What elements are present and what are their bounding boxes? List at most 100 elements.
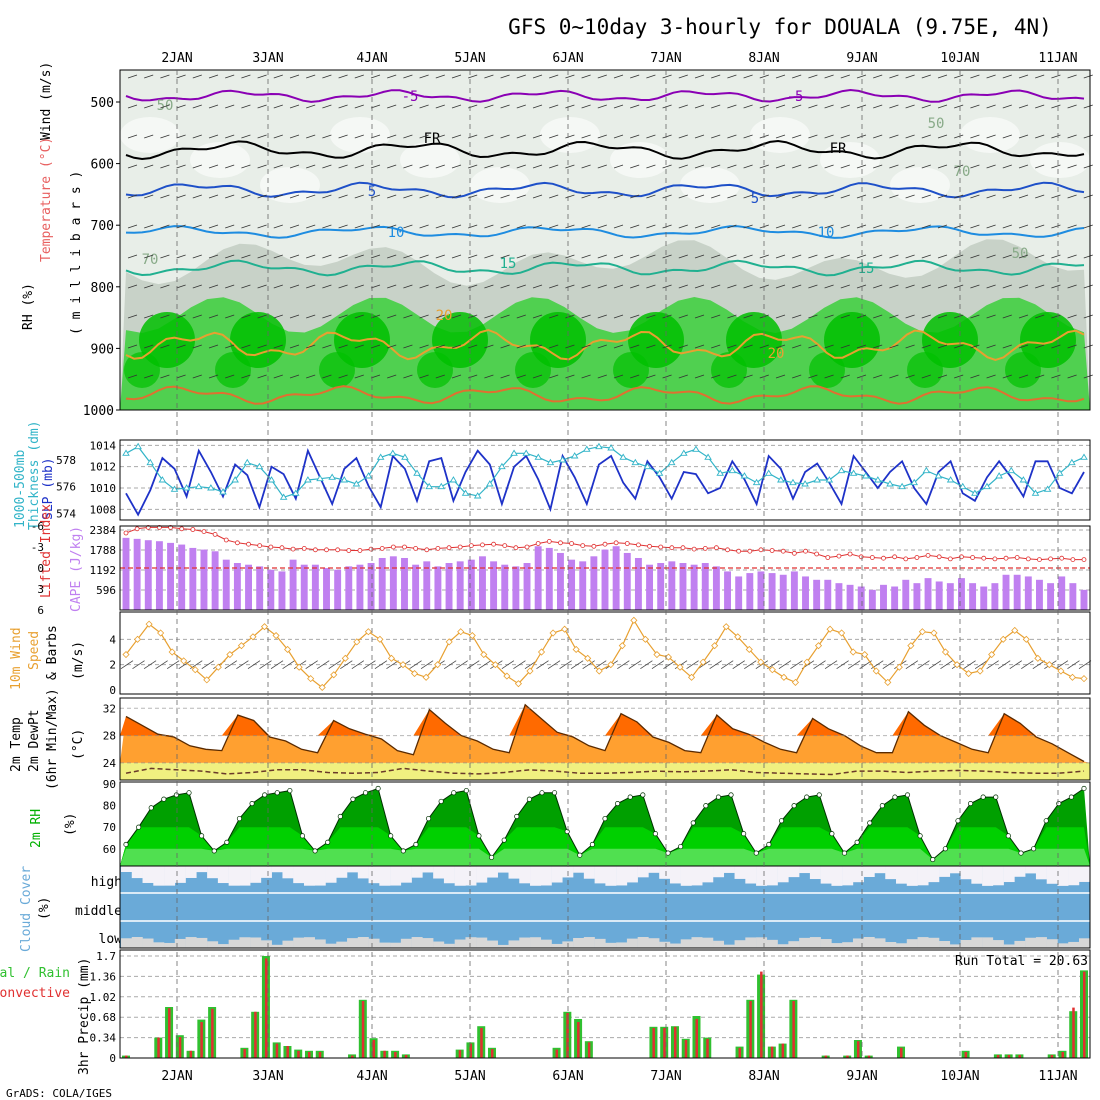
wind-barb	[1018, 314, 1029, 319]
wind-barb	[338, 164, 348, 169]
thickness-marker	[1068, 458, 1076, 466]
wind-barb	[484, 284, 494, 289]
cloud-low-cell	[777, 944, 789, 948]
rh2m-marker	[627, 794, 633, 800]
cloud-low-cell	[573, 937, 585, 948]
contour-label: 50	[157, 98, 174, 114]
thickness-marker	[764, 469, 773, 476]
li-marker	[981, 555, 987, 561]
rh2m-marker	[640, 792, 646, 798]
wind-barb	[549, 374, 559, 379]
wind-barb	[905, 660, 919, 669]
wind-barb	[694, 104, 705, 109]
cloud-high-cell	[960, 866, 972, 880]
wind-barb	[808, 254, 818, 259]
li-marker	[903, 556, 909, 562]
li-marker	[379, 546, 385, 551]
li-marker	[1025, 556, 1031, 562]
wind-barb	[808, 374, 818, 379]
thickness-marker	[716, 469, 724, 476]
cape-bar	[222, 559, 230, 610]
cloud-low-cell	[842, 942, 854, 948]
precip-conv-bar	[652, 1028, 655, 1058]
upper-ytick-label: 800	[91, 281, 114, 296]
wind-speed-marker	[503, 672, 511, 680]
li-marker	[390, 544, 396, 550]
wind-barb	[840, 344, 850, 349]
thickness-marker	[777, 476, 785, 483]
wind-barb	[192, 344, 202, 349]
wind-barb	[468, 74, 478, 79]
wind-barb	[678, 344, 688, 349]
li-marker	[535, 541, 541, 546]
li-marker	[569, 541, 574, 546]
li-marker	[301, 546, 307, 551]
wind-barb	[813, 660, 826, 669]
cape-bar	[913, 583, 921, 610]
wind-barb	[451, 284, 462, 289]
wind-barb	[467, 660, 480, 669]
rh2m-marker	[715, 794, 721, 800]
day-label-bottom: 3JAN	[252, 1069, 283, 1084]
precip-conv-bar	[351, 1055, 354, 1058]
thickness-marker	[267, 476, 276, 483]
thickness-marker	[534, 453, 543, 460]
wind-barb	[241, 314, 251, 319]
cape-bar	[824, 579, 832, 610]
wind-tick-label: 0	[109, 684, 116, 697]
thickness-marker	[837, 466, 846, 474]
wind-barb	[840, 224, 850, 229]
wind-barb	[686, 660, 699, 669]
wind-barb	[516, 74, 526, 79]
wind-barb	[775, 134, 786, 139]
cape-bar	[1069, 583, 1077, 610]
rh2m-marker	[980, 794, 986, 800]
wind-barb	[727, 164, 737, 169]
thickness-marker	[619, 453, 627, 460]
wind-barb	[808, 104, 818, 109]
precip-background	[120, 950, 1090, 1058]
li-marker	[435, 546, 441, 551]
wind-barb	[192, 374, 202, 379]
wind-speed-marker	[526, 667, 534, 675]
run-total-label: Run Total = 20.63	[955, 954, 1088, 969]
cloud-high-cell	[411, 866, 423, 878]
day-label-top: 4JAN	[356, 51, 387, 66]
wind-barb	[1083, 344, 1093, 349]
li-marker	[402, 544, 407, 550]
cape-bar	[490, 561, 498, 610]
precip-conv-bar	[480, 1028, 483, 1058]
precip-tick-label: 0.68	[90, 1011, 117, 1024]
cape-bar	[946, 583, 954, 610]
temp-units-label: (°C)	[71, 729, 86, 760]
wind-barb	[630, 74, 640, 79]
li-marker	[324, 547, 329, 553]
contour-label: -5	[787, 89, 804, 105]
precip-panel: 1.71.361.020.680.340	[90, 950, 1090, 1065]
wind-barb	[201, 660, 215, 669]
wind-barb	[532, 194, 543, 199]
wind-barb	[1067, 194, 1077, 199]
wind-speed-marker	[180, 657, 188, 665]
li-marker	[769, 548, 775, 553]
thickness-marker	[182, 484, 191, 491]
wind-barb	[775, 284, 786, 289]
wind-barb	[873, 254, 883, 259]
rh2m-marker	[1056, 800, 1062, 807]
wind-barb	[792, 224, 802, 229]
li-marker	[179, 526, 185, 532]
cloud-low-cell	[680, 939, 692, 948]
wind-barb	[727, 224, 737, 229]
wind-barb	[144, 374, 154, 379]
wind-barb	[241, 134, 251, 139]
cloud-low-cell	[540, 939, 552, 948]
cloud-low-cell	[691, 937, 703, 948]
wind-barb	[581, 74, 591, 79]
upper-ytick-label: 600	[91, 158, 114, 173]
wind-barb	[282, 660, 295, 669]
wind-barb	[160, 254, 170, 259]
panel-frame	[119, 439, 1091, 521]
rh2m-marker	[388, 833, 394, 839]
wind-barb	[338, 134, 348, 139]
